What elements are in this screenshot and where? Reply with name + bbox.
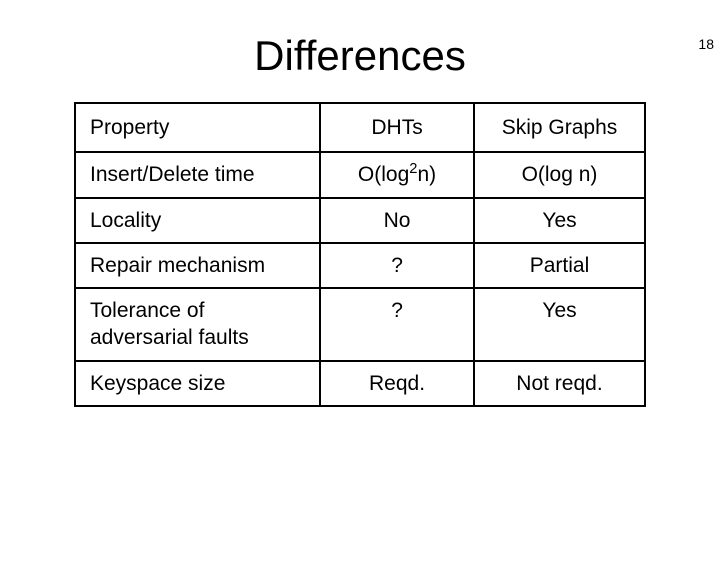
cell-skip: Yes	[474, 288, 645, 361]
table-row: Tolerance of adversarial faults ? Yes	[75, 288, 645, 361]
header-dhts: DHTs	[320, 103, 474, 152]
header-skip-graphs: Skip Graphs	[474, 103, 645, 152]
table-header-row: Property DHTs Skip Graphs	[75, 103, 645, 152]
cell-skip: O(log n)	[474, 152, 645, 197]
comparison-table: Property DHTs Skip Graphs Insert/Delete …	[74, 102, 646, 407]
cell-dhts: No	[320, 198, 474, 243]
table-row: Keyspace size Reqd. Not reqd.	[75, 361, 645, 406]
header-property: Property	[75, 103, 320, 152]
slide-title: Differences	[0, 32, 720, 80]
cell-property: Keyspace size	[75, 361, 320, 406]
cell-dhts: ?	[320, 243, 474, 288]
cell-skip: Not reqd.	[474, 361, 645, 406]
table-container: Property DHTs Skip Graphs Insert/Delete …	[0, 102, 720, 407]
cell-property: Repair mechanism	[75, 243, 320, 288]
cell-property: Tolerance of adversarial faults	[75, 288, 320, 361]
table-row: Repair mechanism ? Partial	[75, 243, 645, 288]
cell-property: Insert/Delete time	[75, 152, 320, 197]
cell-dhts: ?	[320, 288, 474, 361]
cell-skip: Yes	[474, 198, 645, 243]
page-number: 18	[698, 36, 714, 52]
cell-dhts: Reqd.	[320, 361, 474, 406]
cell-skip: Partial	[474, 243, 645, 288]
cell-property: Locality	[75, 198, 320, 243]
table-row: Insert/Delete time O(log2n) O(log n)	[75, 152, 645, 197]
table-row: Locality No Yes	[75, 198, 645, 243]
cell-dhts: O(log2n)	[320, 152, 474, 197]
